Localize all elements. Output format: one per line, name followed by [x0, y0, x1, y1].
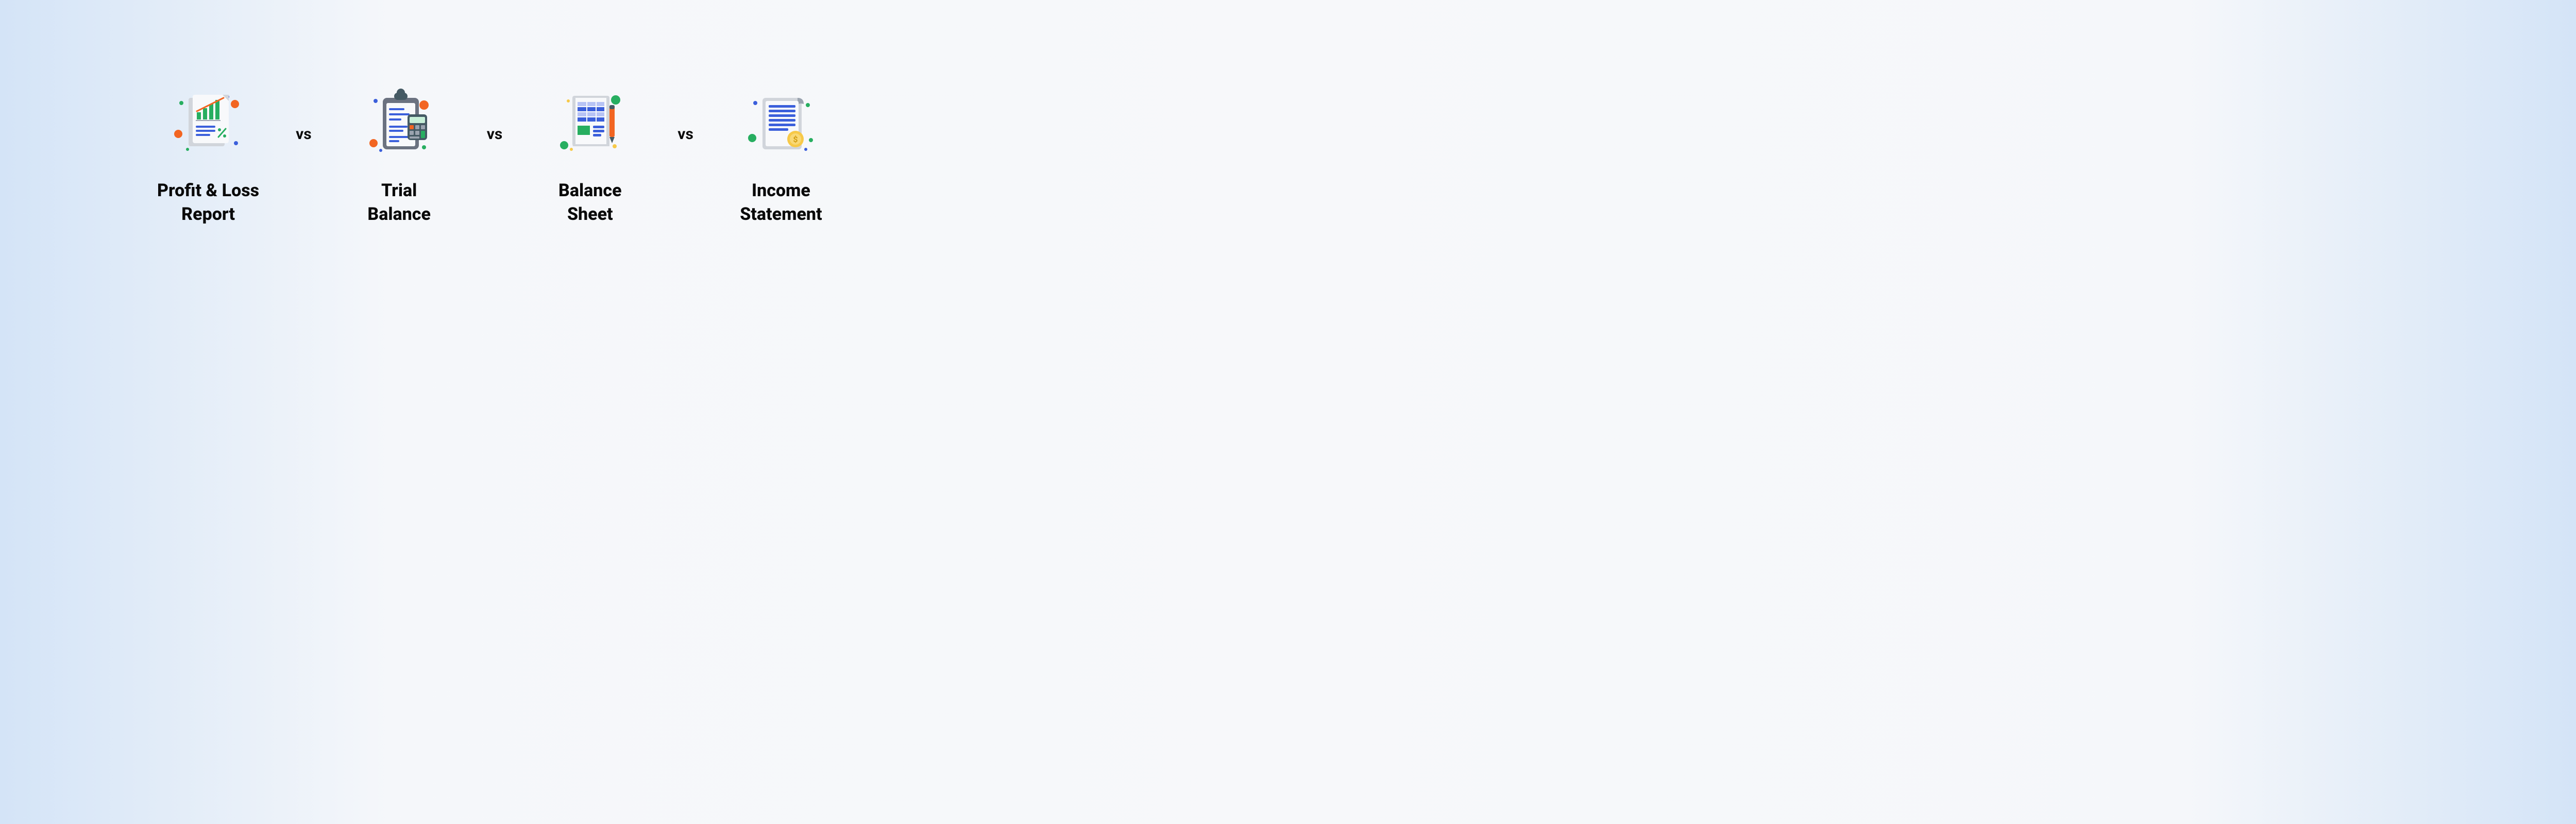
item-label: Income Statement — [740, 179, 822, 227]
item-label: Profit & Loss Report — [157, 179, 259, 227]
vs-separator: vs — [487, 125, 503, 184]
balance-sheet-icon — [549, 82, 631, 165]
vs-separator: vs — [677, 125, 693, 184]
item-label: Balance Sheet — [558, 179, 622, 227]
profit-loss-icon — [167, 82, 249, 165]
svg-text:$: $ — [793, 134, 798, 144]
item-trial-balance: Trial Balance — [332, 82, 466, 227]
item-profit-loss: Profit & Loss Report — [141, 82, 275, 227]
trial-balance-icon — [358, 82, 440, 165]
item-balance-sheet: Balance Sheet — [523, 82, 657, 227]
comparison-row: Profit & Loss Report vs — [0, 82, 989, 227]
item-income-statement: $ Income Statement — [714, 82, 848, 227]
item-label: Trial Balance — [367, 179, 431, 227]
income-statement-icon: $ — [740, 82, 822, 165]
vs-separator: vs — [296, 125, 312, 184]
